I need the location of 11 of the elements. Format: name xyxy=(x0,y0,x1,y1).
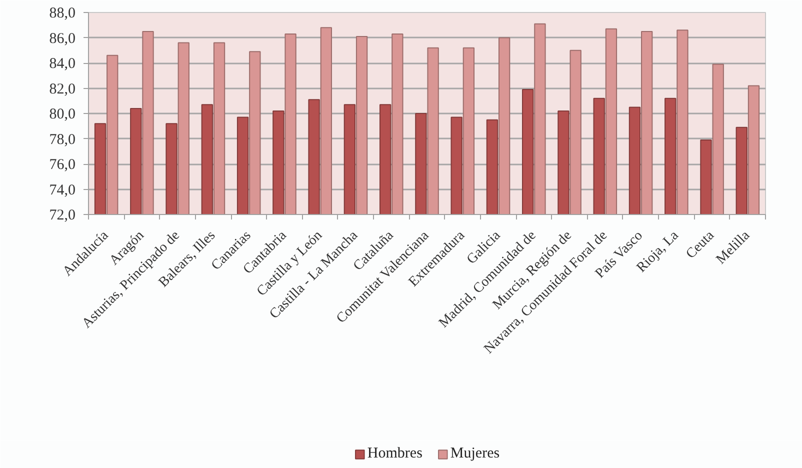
y-tick-label: 80,0 xyxy=(49,106,76,122)
y-tick-label: 72,0 xyxy=(49,208,76,224)
legend-label: Mujeres xyxy=(450,446,500,462)
legend-label: Hombres xyxy=(367,446,422,462)
y-tick-label: 86,0 xyxy=(49,30,76,47)
y-tick-label: 74,0 xyxy=(49,182,76,198)
y-tick-label: 84,0 xyxy=(49,56,76,72)
y-tick-label: 78,0 xyxy=(49,132,76,148)
y-tick-label: 82,0 xyxy=(49,81,76,98)
y-tick-label: 88,0 xyxy=(49,6,76,22)
y-tick-label: 76,0 xyxy=(49,157,76,173)
